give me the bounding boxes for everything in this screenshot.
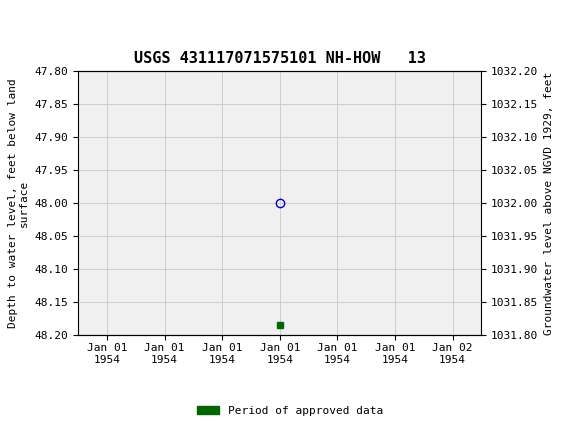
Text: ≡: ≡ [7,6,28,30]
Title: USGS 431117071575101 NH-HOW   13: USGS 431117071575101 NH-HOW 13 [134,51,426,66]
Legend: Period of approved data: Period of approved data [193,401,387,420]
Y-axis label: Depth to water level, feet below land
surface: Depth to water level, feet below land su… [8,78,29,328]
Text: USGS: USGS [38,9,97,28]
Y-axis label: Groundwater level above NGVD 1929, feet: Groundwater level above NGVD 1929, feet [544,71,554,335]
